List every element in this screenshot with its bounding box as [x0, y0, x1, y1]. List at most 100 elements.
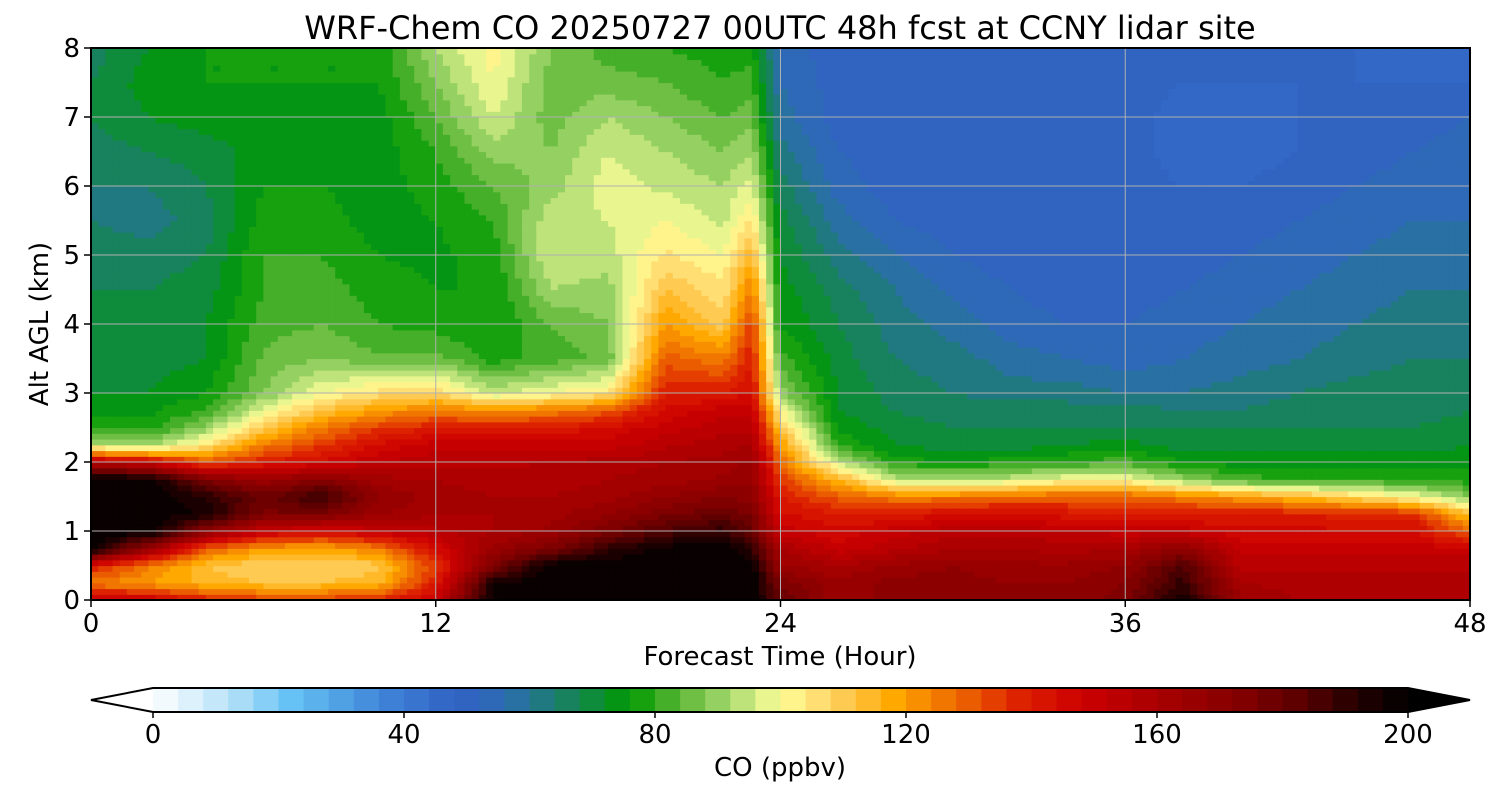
co-cell — [1139, 490, 1148, 498]
co-cell — [938, 508, 947, 515]
co-cell — [1175, 462, 1184, 469]
co-cell — [773, 565, 782, 572]
co-cell — [744, 502, 753, 509]
co-cell — [421, 467, 430, 475]
co-cell — [256, 496, 264, 503]
co-cell — [981, 508, 990, 515]
co-cell — [1074, 554, 1083, 561]
co-cell — [1247, 559, 1256, 567]
co-cell — [543, 490, 552, 498]
co-cell — [320, 542, 329, 549]
co-cell — [1412, 582, 1421, 590]
co-cell — [1383, 525, 1392, 532]
co-cell — [292, 531, 300, 538]
co-cell — [845, 485, 853, 492]
co-cell — [1276, 502, 1284, 509]
co-cell — [974, 502, 983, 509]
co-cell — [177, 467, 185, 475]
co-cell — [493, 548, 501, 555]
co-cell — [1232, 582, 1241, 590]
co-cell — [500, 542, 509, 549]
co-cell — [1067, 525, 1076, 532]
co-cell — [1024, 473, 1033, 480]
co-cell — [1462, 473, 1470, 480]
co-cell — [593, 554, 602, 561]
co-cell — [1039, 479, 1047, 486]
co-cell — [931, 450, 940, 457]
co-cell — [493, 588, 501, 595]
co-cell — [1412, 450, 1421, 457]
co-cell — [572, 565, 580, 572]
co-cell — [1089, 473, 1098, 480]
co-cell — [1383, 450, 1392, 457]
co-cell — [1412, 456, 1421, 463]
co-cell — [1197, 462, 1205, 469]
co-cell — [902, 554, 911, 561]
co-cell — [1153, 479, 1162, 486]
co-cell — [644, 525, 652, 532]
co-cell — [837, 508, 846, 515]
co-cell — [378, 490, 387, 498]
co-cell — [1211, 594, 1220, 600]
co-cell — [708, 559, 717, 567]
co-cell — [191, 565, 200, 572]
co-cell — [1024, 548, 1033, 555]
co-cell — [1412, 490, 1421, 498]
co-cell — [529, 456, 537, 463]
co-cell — [931, 542, 940, 549]
co-cell — [1132, 559, 1141, 567]
co-cell — [615, 508, 624, 515]
co-cell — [543, 582, 552, 590]
co-cell — [299, 542, 308, 549]
co-cell — [744, 536, 753, 544]
co-cell — [1218, 513, 1227, 521]
co-cell — [909, 462, 918, 469]
co-cell — [205, 588, 214, 595]
co-cell — [191, 467, 200, 475]
co-cell — [1304, 450, 1313, 457]
co-cell — [830, 582, 839, 590]
co-cell — [1082, 571, 1090, 578]
co-cell — [1211, 519, 1220, 526]
co-cell — [658, 594, 667, 600]
co-cell — [342, 508, 351, 515]
co-cell — [823, 548, 832, 555]
co-cell — [967, 456, 976, 463]
co-cell — [1175, 456, 1184, 463]
co-cell — [1254, 565, 1263, 572]
co-cell — [1139, 559, 1148, 567]
co-cell — [895, 485, 904, 492]
co-cell — [866, 462, 875, 469]
co-cell — [493, 519, 501, 526]
co-cell — [852, 502, 861, 509]
co-cell — [802, 531, 810, 538]
co-cell — [600, 462, 609, 469]
co-cell — [457, 554, 466, 561]
co-cell — [730, 496, 738, 503]
co-cell — [586, 462, 595, 469]
co-cell — [170, 531, 178, 538]
co-cell — [802, 450, 810, 457]
co-cell — [1153, 467, 1162, 475]
co-cell — [579, 450, 588, 457]
co-cell — [945, 554, 954, 561]
co-cell — [442, 565, 451, 572]
co-cell — [148, 571, 157, 578]
co-cell — [730, 467, 738, 475]
co-cell — [1297, 490, 1306, 498]
co-cell — [1419, 525, 1428, 532]
co-cell — [809, 582, 818, 590]
co-cell — [457, 473, 466, 480]
co-cell — [1434, 490, 1442, 498]
co-cell — [98, 559, 106, 567]
co-cell — [1211, 473, 1220, 480]
co-cell — [1290, 513, 1299, 521]
co-cell — [177, 479, 185, 486]
co-cell — [723, 577, 731, 584]
co-cell — [1146, 450, 1155, 457]
co-cell — [126, 467, 135, 475]
co-cell — [1132, 577, 1141, 584]
co-cell — [241, 508, 250, 515]
co-cell — [486, 467, 494, 475]
co-cell — [148, 450, 157, 457]
